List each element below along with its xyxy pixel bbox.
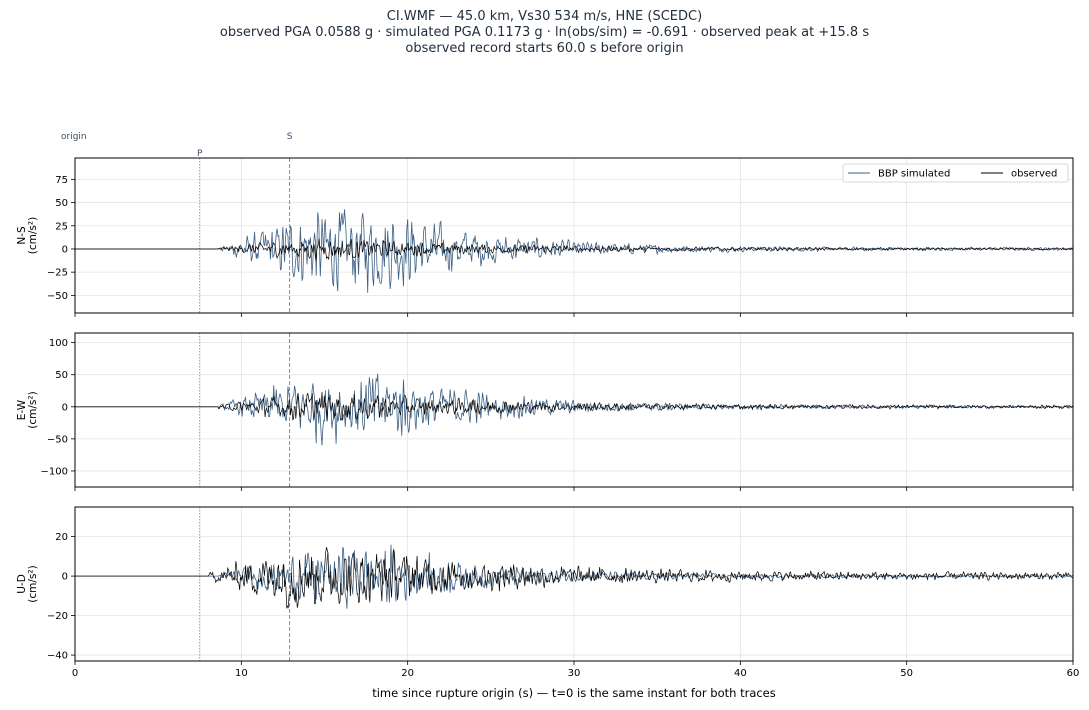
y-tick-label: 20 — [55, 532, 68, 543]
y-axis-unit-label: (cm/s²) — [27, 565, 39, 602]
x-tick-label: 30 — [568, 668, 581, 679]
y-tick-label: −100 — [41, 466, 68, 477]
series-line-observed — [75, 391, 1073, 422]
panel-e-w: −100 −50 0 50 100 E-W (cm/s²) — [16, 332, 1074, 491]
x-tick-label: 0 — [72, 668, 78, 679]
phase-label-p: P — [197, 149, 203, 159]
series-line-observed — [75, 238, 1073, 261]
panel-n-s: −50 −25 0 25 50 75 N-S (cm/s²) BBP simulated obse… — [16, 157, 1074, 317]
y-axis-label: N-S — [16, 226, 28, 245]
y-tick-label: 0 — [62, 402, 68, 413]
chart-title-line-2: observed PGA 0.0588 g · simulated PGA 0.… — [219, 25, 870, 40]
x-tick-label: 50 — [900, 668, 913, 679]
panel-u-d: −40 −20 0 20 0 10 20 30 40 50 60 U-D (cm/s²) — [16, 506, 1080, 679]
chart-title-line-3: observed record starts 60.0 s before ori… — [405, 41, 684, 56]
y-tick-label: −25 — [47, 268, 68, 279]
y-axis-unit-label: (cm/s²) — [27, 391, 39, 428]
x-axis-label: time since rupture origin (s) — t=0 is t… — [372, 686, 776, 700]
y-tick-label: 75 — [55, 175, 68, 186]
y-tick-label: −50 — [47, 291, 68, 302]
y-tick-label: 0 — [62, 572, 68, 583]
y-tick-label: 100 — [49, 338, 68, 349]
legend-label-observed: observed — [1011, 169, 1057, 180]
y-tick-label: 0 — [62, 244, 68, 255]
y-axis-label: U-D — [16, 574, 28, 594]
phase-label-origin: origin — [61, 132, 87, 142]
x-tick-label: 20 — [401, 668, 414, 679]
y-tick-label: 50 — [55, 198, 68, 209]
x-tick-label: 40 — [734, 668, 747, 679]
y-tick-label: −50 — [47, 434, 68, 445]
series-line-observed — [75, 547, 1073, 609]
legend-box — [842, 163, 1069, 183]
chart-title-line-1: CI.WMF — 45.0 km, Vs30 534 m/s, HNE (SCE… — [386, 9, 703, 24]
y-tick-label: 25 — [55, 221, 68, 232]
y-axis-label: E-W — [16, 399, 28, 420]
phase-label-s: S — [287, 132, 293, 142]
y-tick-label: −20 — [47, 611, 68, 622]
legend: BBP simulated observed — [842, 163, 1069, 183]
y-tick-label: 50 — [55, 370, 68, 381]
x-tick-label: 10 — [235, 668, 248, 679]
y-tick-label: −40 — [47, 651, 68, 662]
x-tick-label: 60 — [1067, 668, 1080, 679]
y-axis-unit-label: (cm/s²) — [27, 217, 39, 254]
series-line-bbp-simulated — [75, 209, 1073, 293]
legend-label-simulated: BBP simulated — [878, 169, 950, 180]
